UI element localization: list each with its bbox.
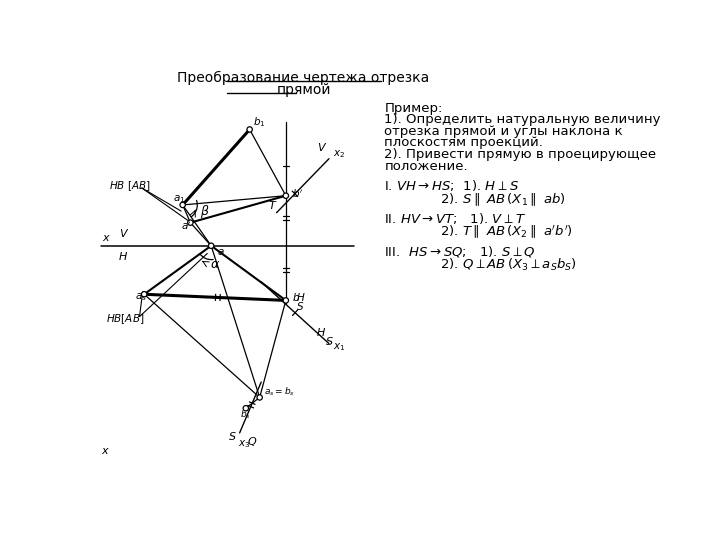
Text: 2). $T \parallel\ AB\,(X_2 \parallel\ a'b')$: 2). $T \parallel\ AB\,(X_2 \parallel\ a'… — [440, 224, 573, 241]
Text: S: S — [326, 337, 333, 347]
Text: $b'$: $b'$ — [292, 187, 303, 200]
Circle shape — [247, 127, 252, 132]
Text: T: T — [269, 201, 276, 212]
Circle shape — [180, 202, 185, 208]
Text: положение.: положение. — [384, 159, 468, 172]
Text: x: x — [102, 233, 109, 243]
Text: $b_1$: $b_1$ — [253, 115, 265, 129]
Circle shape — [257, 395, 262, 400]
Text: x: x — [101, 447, 108, 456]
Text: V: V — [119, 229, 127, 239]
Text: $\beta$: $\beta$ — [199, 202, 210, 220]
Text: $HB[AB]$: $HB[AB]$ — [106, 312, 144, 326]
Text: H: H — [297, 293, 305, 303]
Text: 2). $S \parallel\ AB\,(X_1 \parallel\ ab)$: 2). $S \parallel\ AB\,(X_1 \parallel\ ab… — [440, 191, 566, 208]
Text: 2). $Q \perp AB\,(X_3 \perp a_S b_S)$: 2). $Q \perp AB\,(X_3 \perp a_S b_S)$ — [440, 257, 577, 273]
Text: $a'$: $a'$ — [181, 220, 192, 232]
Text: прямой: прямой — [276, 83, 330, 97]
Text: Преобразование чертежа отрезка: Преобразование чертежа отрезка — [177, 71, 430, 85]
Text: I. $\mathit{VH} \rightarrow \mathit{HS}$;  1). $H \perp S$: I. $\mathit{VH} \rightarrow \mathit{HS}$… — [384, 178, 520, 193]
Text: $x_3$: $x_3$ — [238, 438, 251, 450]
Text: $b$: $b$ — [292, 291, 300, 302]
Text: S: S — [229, 431, 236, 442]
Circle shape — [243, 406, 248, 411]
Circle shape — [283, 193, 289, 198]
Text: $a_s=b_s$: $a_s=b_s$ — [264, 386, 295, 399]
Text: Пример:: Пример: — [384, 102, 443, 115]
Text: II. $\mathit{HV} \rightarrow \mathit{VT}$;   1). $V \perp T$: II. $\mathit{HV} \rightarrow \mathit{VT}… — [384, 211, 526, 226]
Text: $b_s$: $b_s$ — [240, 409, 251, 421]
Text: $x_2$: $x_2$ — [333, 148, 345, 160]
Text: отрезка прямой и углы наклона к: отрезка прямой и углы наклона к — [384, 125, 623, 138]
Circle shape — [209, 243, 214, 248]
Text: $x_1$: $x_1$ — [333, 341, 345, 353]
Text: S: S — [297, 301, 303, 312]
Text: $a$: $a$ — [217, 247, 225, 257]
Circle shape — [283, 298, 289, 303]
Text: 1). Определить натуральную величину: 1). Определить натуральную величину — [384, 113, 661, 126]
Text: плоскостям проекций.: плоскостям проекций. — [384, 137, 544, 150]
Text: $a_s$: $a_s$ — [135, 292, 147, 303]
Circle shape — [188, 220, 193, 225]
Text: $HB\ [AB]$: $HB\ [AB]$ — [109, 180, 150, 193]
Text: 2). Привести прямую в проецирующее: 2). Привести прямую в проецирующее — [384, 148, 657, 161]
Text: V: V — [317, 143, 324, 153]
Circle shape — [141, 292, 147, 297]
Text: H: H — [119, 252, 127, 262]
Text: $a_1$: $a_1$ — [174, 193, 186, 205]
Text: Q: Q — [248, 437, 256, 447]
Text: III. $\ \mathit{HS} \rightarrow \mathit{SQ}$;   1). $S \perp Q$: III. $\ \mathit{HS} \rightarrow \mathit{… — [384, 244, 536, 259]
Text: H: H — [317, 328, 325, 338]
Text: $\alpha$: $\alpha$ — [210, 258, 220, 271]
